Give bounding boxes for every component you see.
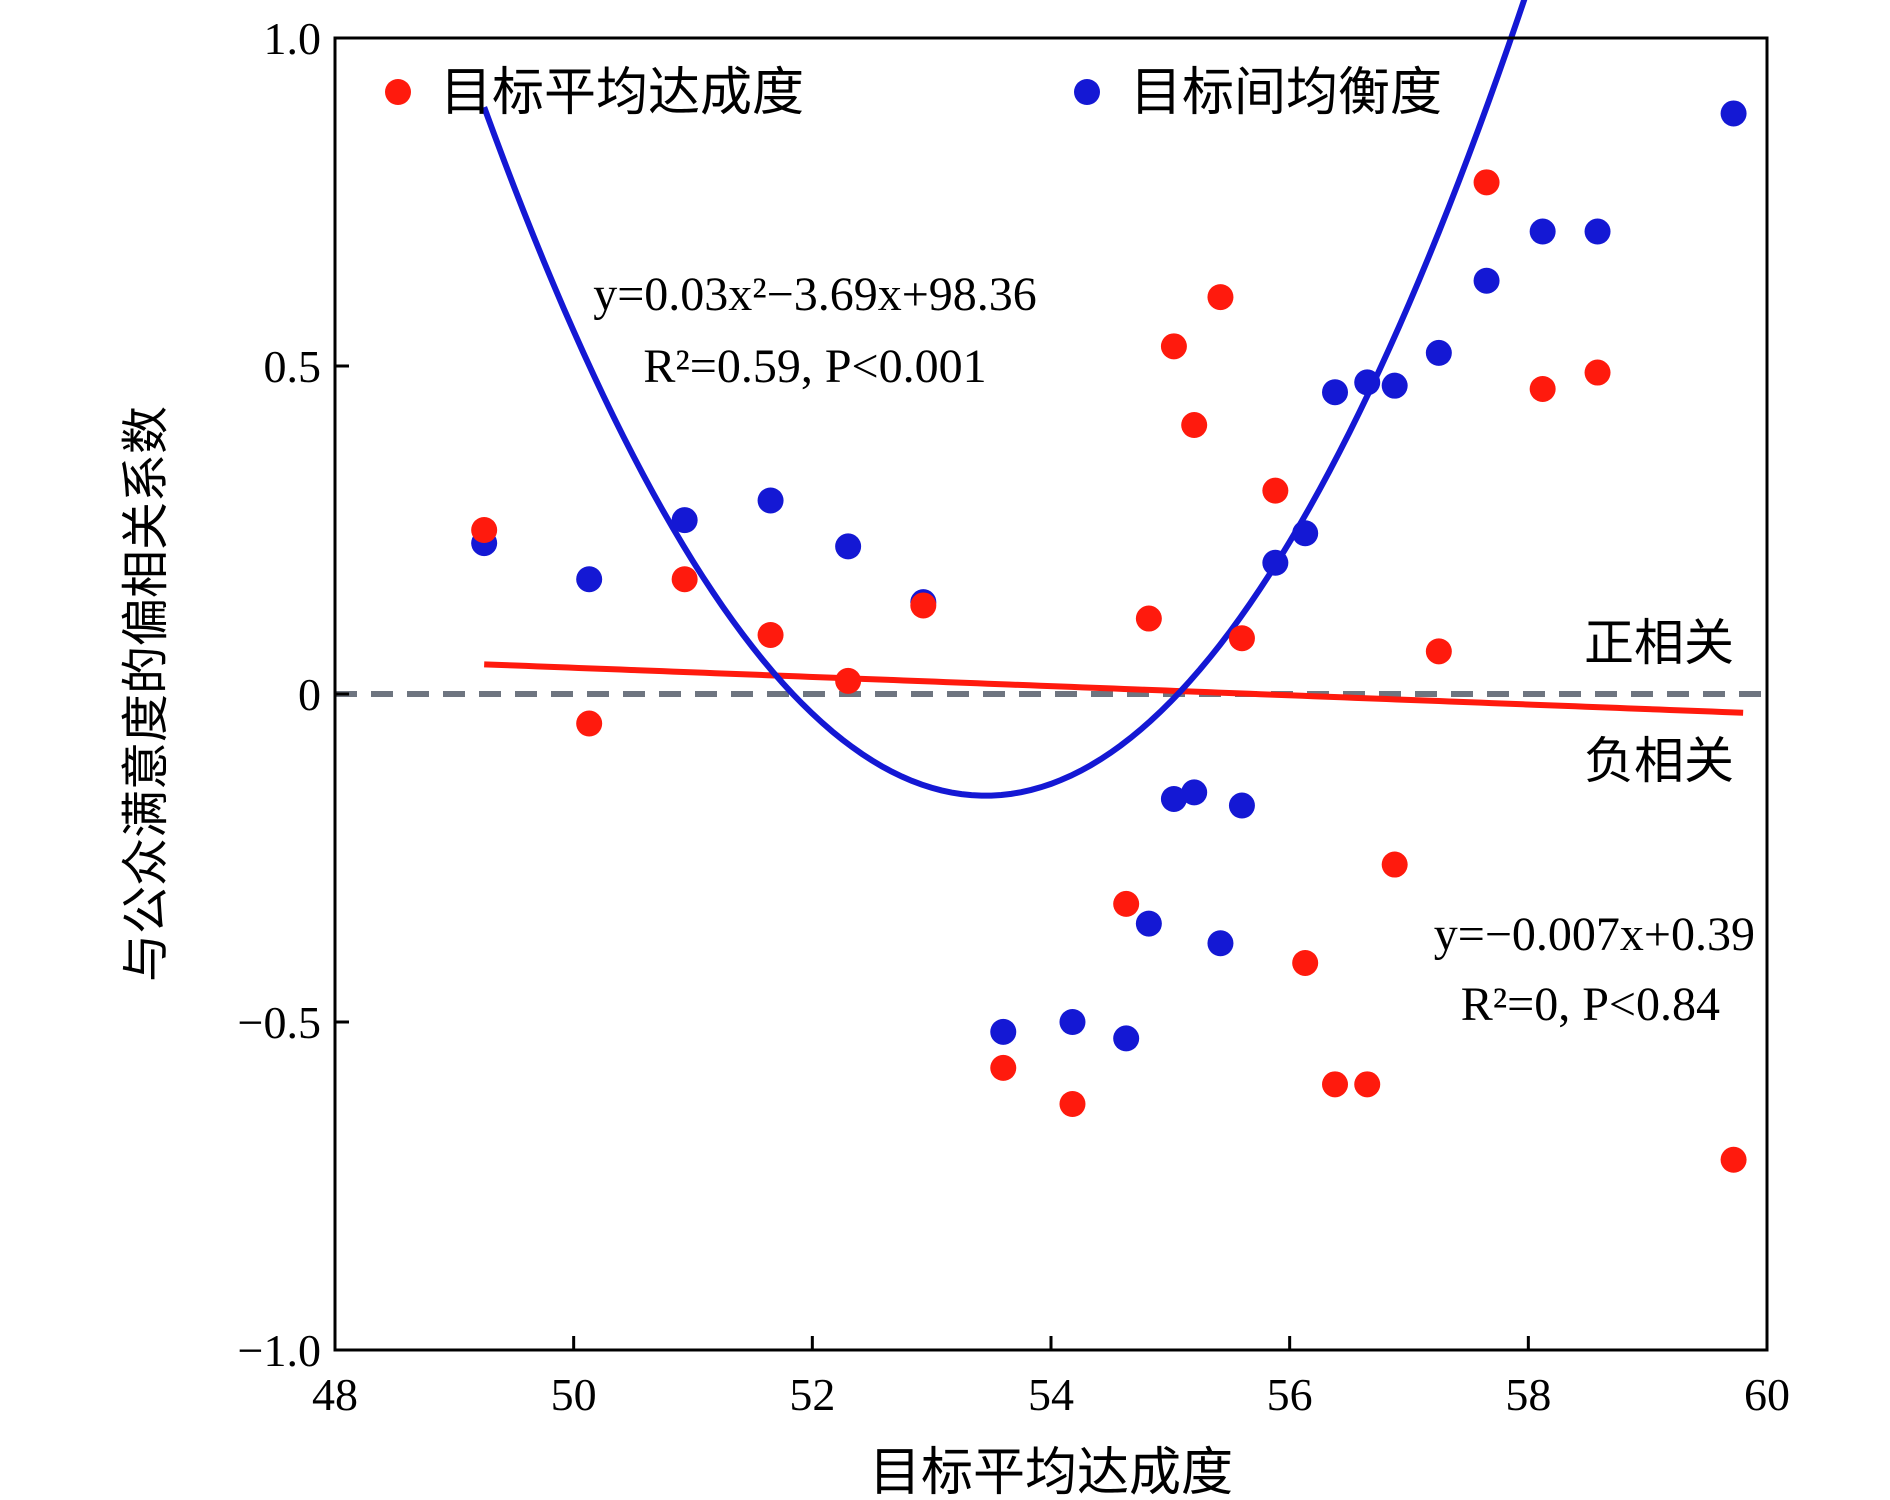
red-point-11 <box>1181 412 1208 439</box>
blue-point-23 <box>1720 100 1747 127</box>
red-point-4 <box>835 667 862 694</box>
x-tick-label-1: 50 <box>551 1369 597 1420</box>
red-point-0 <box>471 517 498 543</box>
red-point-3 <box>757 621 784 648</box>
x-tick-label-3: 54 <box>1028 1369 1074 1420</box>
positive-zone-label: 正相关 <box>1584 614 1734 672</box>
red-point-12 <box>1207 284 1234 311</box>
blue-point-13 <box>1228 792 1255 819</box>
linear-fit-line <box>484 661 1744 716</box>
blue-point-2 <box>671 507 698 534</box>
blue-point-22 <box>1584 218 1611 245</box>
linear-fit-stats: R²=0, P<0.84 <box>1461 978 1720 1031</box>
x-tick-label-2: 52 <box>789 1369 835 1420</box>
red-point-16 <box>1322 1071 1349 1098</box>
y-axis-label: 与公众满意度的偏相关系数 <box>118 406 174 982</box>
y-tick-label-3: 0.5 <box>264 341 322 392</box>
blue-point-11 <box>1181 779 1208 806</box>
blue-point-1 <box>576 566 603 593</box>
y-tick-label-4: 1.0 <box>264 13 322 64</box>
red-point-8 <box>1113 890 1140 917</box>
red-point-15 <box>1292 949 1319 976</box>
red-point-6 <box>990 1054 1017 1081</box>
red-point-23 <box>1720 1146 1747 1173</box>
blue-point-14 <box>1262 549 1289 576</box>
red-point-9 <box>1135 605 1162 632</box>
blue-point-16 <box>1322 379 1349 406</box>
blue-point-6 <box>990 1018 1017 1045</box>
red-point-2 <box>671 566 698 593</box>
legend-marker-red <box>385 79 411 105</box>
blue-point-8 <box>1113 1025 1140 1052</box>
red-point-1 <box>576 710 603 737</box>
blue-point-18 <box>1381 372 1408 399</box>
legend-label-series-2: 目标间均衡度 <box>1130 63 1442 123</box>
blue-point-12 <box>1207 930 1234 957</box>
blue-point-4 <box>835 533 862 560</box>
blue-point-15 <box>1292 520 1319 547</box>
red-point-17 <box>1354 1071 1381 1098</box>
quadratic-fit-stats: R²=0.59, P<0.001 <box>643 340 986 393</box>
x-tick-label-0: 48 <box>312 1369 358 1420</box>
blue-point-3 <box>757 487 784 514</box>
x-tick-label-6: 60 <box>1744 1369 1790 1420</box>
quadratic-fit-curve <box>481 0 1528 799</box>
red-point-5 <box>910 592 937 619</box>
blue-point-9 <box>1135 910 1162 937</box>
blue-point-19 <box>1425 339 1452 366</box>
y-tick-label-1: −0.5 <box>238 997 321 1048</box>
x-tick-label-4: 56 <box>1267 1369 1313 1420</box>
blue-point-17 <box>1354 369 1381 396</box>
red-point-10 <box>1160 333 1187 360</box>
axis-ticks: 48 50 52 54 56 58 60 −1.0 −0.5 0 0.5 1.0 <box>238 13 1790 1420</box>
red-point-20 <box>1473 169 1500 196</box>
red-point-7 <box>1059 1091 1086 1117</box>
x-tick-label-5: 58 <box>1505 1369 1551 1420</box>
blue-point-21 <box>1529 218 1556 245</box>
red-point-19 <box>1425 638 1452 665</box>
legend-label-series-1: 目标平均达成度 <box>440 63 804 123</box>
legend: 目标平均达成度 目标间均衡度 <box>385 63 1442 123</box>
x-axis-label: 目标平均达成度 <box>869 1443 1233 1500</box>
red-point-18 <box>1381 851 1408 878</box>
y-tick-label-0: −1.0 <box>238 1325 321 1376</box>
red-point-22 <box>1584 359 1611 386</box>
plot-content <box>335 0 1767 1173</box>
blue-point-10 <box>1160 785 1187 812</box>
quadratic-fit-equation: y=0.03x²−3.69x+98.36 <box>593 268 1037 321</box>
legend-marker-blue <box>1074 79 1100 105</box>
red-point-13 <box>1228 625 1255 652</box>
negative-zone-label: 负相关 <box>1584 732 1734 790</box>
red-point-14 <box>1262 477 1289 504</box>
y-tick-label-2: 0 <box>298 669 321 720</box>
linear-fit-equation: y=−0.007x+0.39 <box>1434 908 1755 961</box>
red-point-21 <box>1529 375 1556 402</box>
blue-point-20 <box>1473 267 1500 294</box>
blue-point-7 <box>1059 1009 1086 1035</box>
